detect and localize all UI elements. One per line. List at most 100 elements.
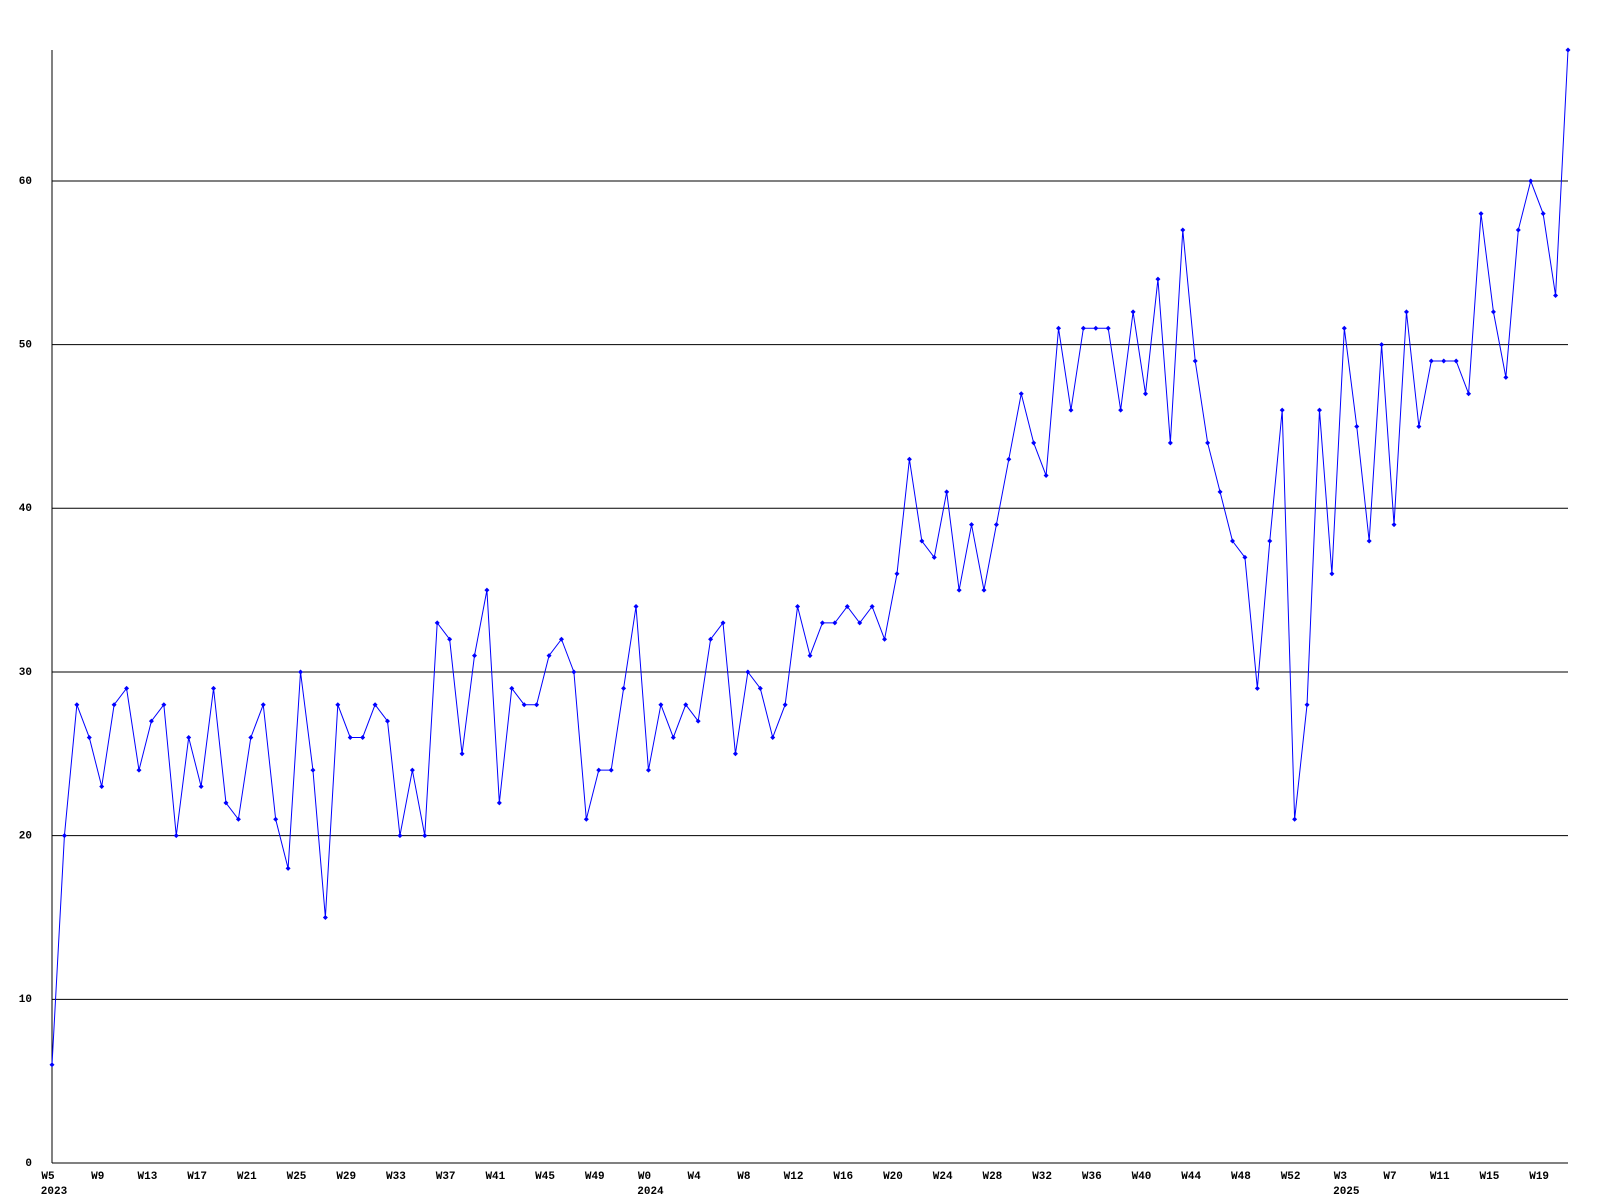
x-tick-label: W29 [336,1171,356,1183]
data-point [807,653,813,659]
data-point [1341,325,1347,331]
x-tick-label: W36 [1082,1171,1102,1183]
data-point [322,914,328,920]
data-point [596,767,602,773]
data-point [534,702,540,708]
data-point [720,620,726,626]
x-tick-label: W13 [138,1171,158,1183]
data-point [124,685,130,691]
data-point [1279,407,1285,413]
x-year-label: 2024 [637,1186,664,1198]
data-point [981,587,987,593]
data-point [919,538,925,544]
data-point [869,604,875,609]
x-tick-label: W21 [237,1171,257,1183]
data-point [1565,47,1571,53]
x-tick-label: W15 [1480,1171,1500,1183]
data-point [1254,685,1260,691]
data-point [695,718,701,724]
data-point [1329,571,1335,577]
data-point [1093,325,1099,331]
x-tick-label: W52 [1281,1171,1301,1183]
y-tick-label: 10 [19,994,32,1006]
data-point [956,587,962,593]
y-tick-label: 60 [19,176,32,188]
x-tick-label: W44 [1181,1171,1201,1183]
data-point [757,685,763,691]
data-point [1354,423,1360,429]
x-tick-label: W45 [535,1171,555,1183]
x-tick-label: W33 [386,1171,406,1183]
data-point [1366,538,1372,544]
data-point [1068,407,1074,413]
data-point [1155,276,1161,282]
data-point [1143,391,1149,397]
data-point [136,767,142,773]
data-line [51,49,1569,1065]
data-point [1466,391,1472,397]
data-point [459,751,465,757]
data-point [1205,440,1211,446]
x-tick-label: W5 [41,1171,55,1183]
x-tick-label: W41 [485,1171,505,1183]
data-point [223,800,229,806]
y-tick-label: 0 [25,1158,32,1170]
data-point [732,751,738,757]
data-point [235,816,241,822]
x-tick-label: W8 [737,1171,751,1183]
data-point [894,571,900,577]
data-point [434,620,440,626]
data-point [1006,456,1012,462]
x-tick-label: W16 [833,1171,853,1183]
data-point [347,734,353,740]
data-point [1515,227,1521,233]
data-point [1180,227,1186,233]
data-point [658,702,664,708]
x-tick-label: W3 [1334,1171,1348,1183]
data-point [1292,816,1298,822]
data-point [906,456,912,462]
data-point [397,833,403,839]
data-point [633,604,639,609]
data-point [1229,538,1235,544]
data-point [484,587,490,593]
data-point [1391,522,1397,528]
data-point [248,734,254,740]
data-point [1528,178,1534,184]
data-point [969,522,975,528]
data-point [285,865,291,871]
data-point [49,1062,55,1068]
data-point [993,522,999,528]
x-year-label: 2023 [41,1186,68,1198]
data-point [409,767,415,773]
data-point [944,489,950,495]
x-tick-label: W4 [688,1171,702,1183]
data-point [1540,211,1546,217]
data-point [1018,391,1024,397]
data-point [1080,325,1086,331]
x-tick-label: W24 [933,1171,953,1183]
data-point [931,554,937,560]
data-point [99,784,105,790]
data-point [1192,358,1198,364]
data-point [86,734,92,740]
data-point [111,702,117,708]
y-tick-label: 40 [19,503,32,515]
x-tick-label: W12 [784,1171,804,1183]
x-tick-label: W7 [1383,1171,1396,1183]
data-point [670,734,676,740]
data-point [1304,702,1310,708]
data-point [844,604,850,609]
data-point [298,669,304,675]
data-point [782,702,788,708]
data-point [645,767,651,773]
data-point [770,734,776,740]
data-point [372,702,378,708]
x-tick-label: W11 [1430,1171,1450,1183]
data-point [1130,309,1136,315]
data-point [1316,407,1322,413]
data-point [310,767,316,773]
x-tick-label: W20 [883,1171,903,1183]
data-point [857,620,863,626]
